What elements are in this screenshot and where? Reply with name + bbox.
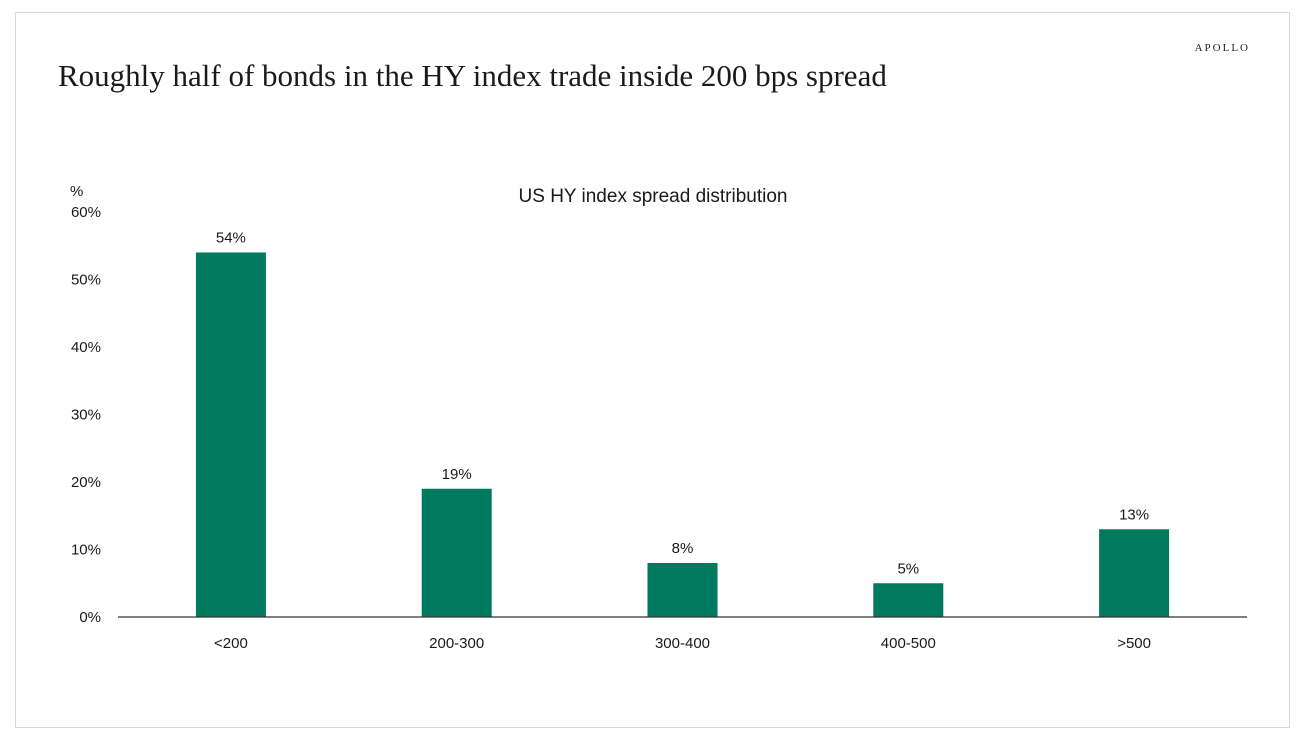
y-tick-label: 10% (71, 542, 101, 559)
data-label: 19% (442, 466, 472, 483)
x-tick-label: 400-500 (881, 635, 936, 652)
bar (1099, 529, 1170, 617)
x-axis: <200 200-300 300-400 400-500 >500 (214, 635, 1151, 652)
brand-logo: APOLLO (1194, 42, 1250, 54)
data-label: 13% (1119, 506, 1149, 523)
page-title: Roughly half of bonds in the HY index tr… (58, 58, 887, 93)
y-tick-label: 60% (71, 204, 101, 221)
bar (873, 583, 944, 617)
y-tick-label: 0% (79, 609, 101, 626)
y-tick-label: 50% (71, 272, 101, 289)
data-label: 5% (897, 560, 919, 577)
bar (195, 252, 266, 617)
x-tick-label: <200 (214, 635, 248, 652)
data-label: 8% (672, 540, 694, 557)
x-tick-label: 300-400 (655, 635, 710, 652)
y-tick-label: 20% (71, 474, 101, 491)
data-label: 54% (216, 230, 246, 247)
x-tick-label: 200-300 (429, 635, 484, 652)
chart-title: US HY index spread distribution (519, 186, 788, 207)
x-tick-label: >500 (1117, 635, 1151, 652)
y-axis: 0% 10% 20% 30% 40% 50% 60% (71, 204, 101, 626)
bar (647, 563, 718, 617)
y-tick-label: 30% (71, 407, 101, 424)
y-axis-label: % (70, 183, 83, 200)
data-labels: 54% 19% 8% 5% 13% (216, 230, 1149, 578)
bar (421, 488, 492, 617)
y-tick-label: 40% (71, 339, 101, 356)
bars (195, 252, 1170, 617)
